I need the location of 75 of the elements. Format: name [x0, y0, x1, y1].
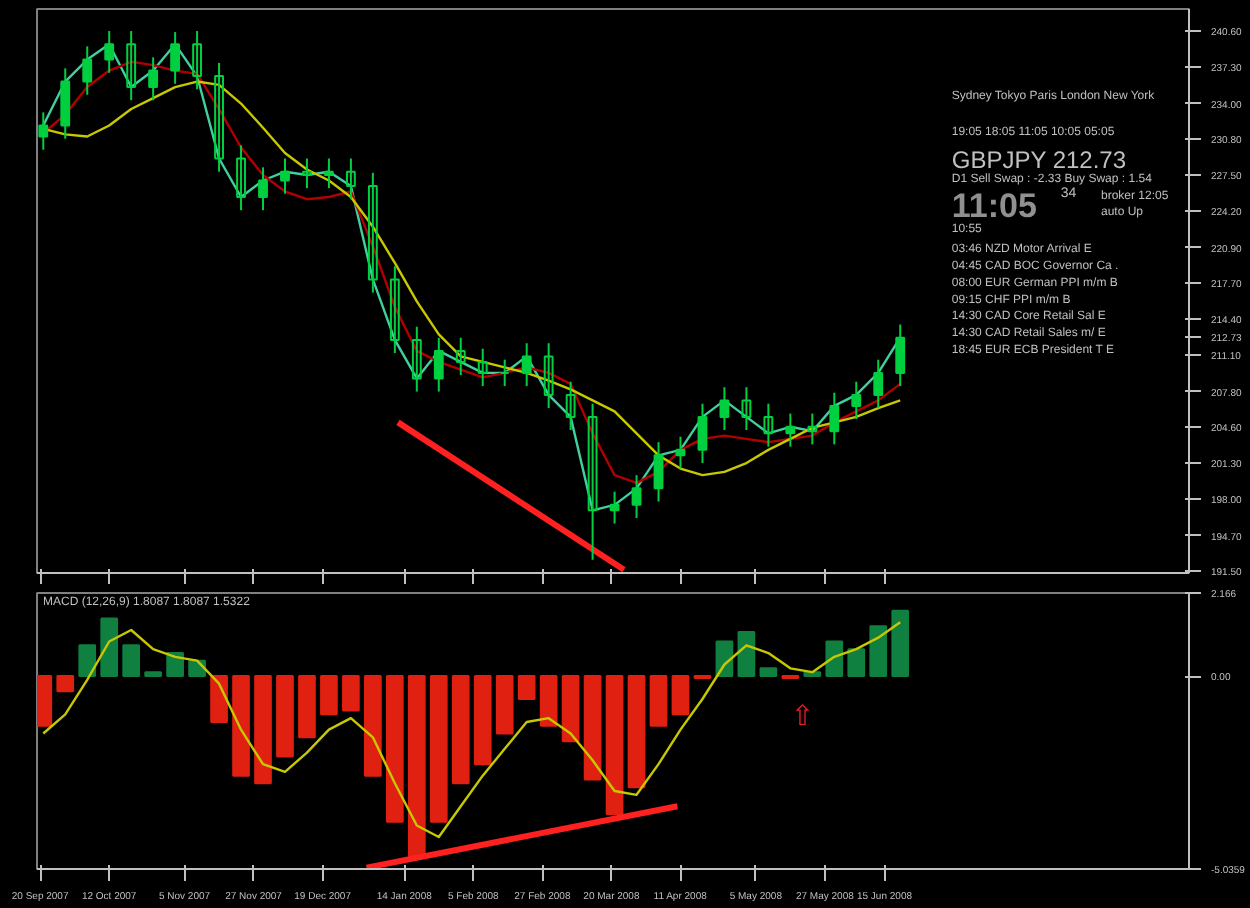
- bar: [276, 675, 294, 758]
- bar: [473, 675, 492, 766]
- candlestick: [389, 265, 400, 355]
- candlestick: [653, 441, 664, 503]
- candlestick: [895, 323, 906, 388]
- candlestick: [148, 56, 159, 102]
- candlestick: [258, 166, 268, 212]
- candlestick: [126, 29, 137, 102]
- candlestick: [104, 29, 115, 74]
- bar: [407, 675, 426, 858]
- bar: [451, 675, 470, 785]
- bar: [364, 675, 382, 777]
- bar: [100, 617, 119, 678]
- candlestick: [675, 435, 686, 470]
- candlestick: [324, 157, 334, 190]
- candlestick: [411, 325, 422, 393]
- bar: [825, 640, 844, 678]
- candlestick: [587, 402, 598, 561]
- candlestick: [367, 171, 378, 294]
- bar: [759, 667, 778, 678]
- candlestick: [565, 380, 576, 432]
- bar: [495, 675, 514, 735]
- candlestick: [807, 412, 818, 446]
- bar: [78, 644, 97, 678]
- bar: [298, 675, 316, 739]
- bar: [37, 675, 53, 727]
- candlestick: [631, 474, 642, 520]
- candlestick: [697, 402, 708, 465]
- bar: [254, 675, 272, 785]
- bar: [385, 675, 404, 823]
- bar: [429, 675, 448, 823]
- bar: [649, 675, 668, 727]
- bar: [847, 648, 866, 678]
- candlestick: [433, 336, 444, 393]
- bar: [869, 625, 888, 678]
- bar: [56, 675, 75, 693]
- candlestick: [543, 342, 554, 410]
- line-series: [42, 621, 902, 839]
- bar: [891, 609, 910, 678]
- bar: [517, 675, 536, 700]
- candlestick: [719, 386, 730, 432]
- bar: [122, 644, 141, 678]
- bar: [232, 675, 250, 777]
- candlestick: [521, 342, 532, 388]
- candlestick: [236, 144, 246, 212]
- bar: [342, 675, 360, 712]
- annotation: 11:05: [951, 187, 1037, 226]
- candlestick: [829, 391, 840, 446]
- candlestick: [82, 45, 93, 96]
- candlestick: [192, 29, 203, 91]
- candlestick: [851, 380, 862, 421]
- candlestick: [214, 61, 224, 173]
- bar: [561, 675, 580, 743]
- candlestick: [763, 402, 774, 448]
- candlestick: [302, 157, 312, 190]
- candlestick: [60, 67, 71, 140]
- bar: [627, 675, 646, 789]
- candlestick: [280, 157, 290, 195]
- bar: [671, 675, 690, 716]
- bar: [737, 630, 756, 678]
- candlestick: [785, 412, 796, 448]
- bar: [583, 675, 602, 781]
- bar: [605, 675, 624, 815]
- candlestick: [38, 111, 49, 151]
- annotation: ⇧: [790, 701, 815, 734]
- bar: [320, 675, 338, 716]
- annotation: GBPJPY 212.73: [951, 146, 1127, 175]
- candlestick: [741, 386, 752, 432]
- candlestick: [170, 31, 181, 85]
- candlestick: [345, 157, 356, 201]
- bar: [539, 675, 558, 727]
- candlestick: [609, 490, 620, 525]
- candlestick: [455, 336, 466, 377]
- candlestick: [477, 347, 488, 388]
- candlestick: [873, 358, 884, 410]
